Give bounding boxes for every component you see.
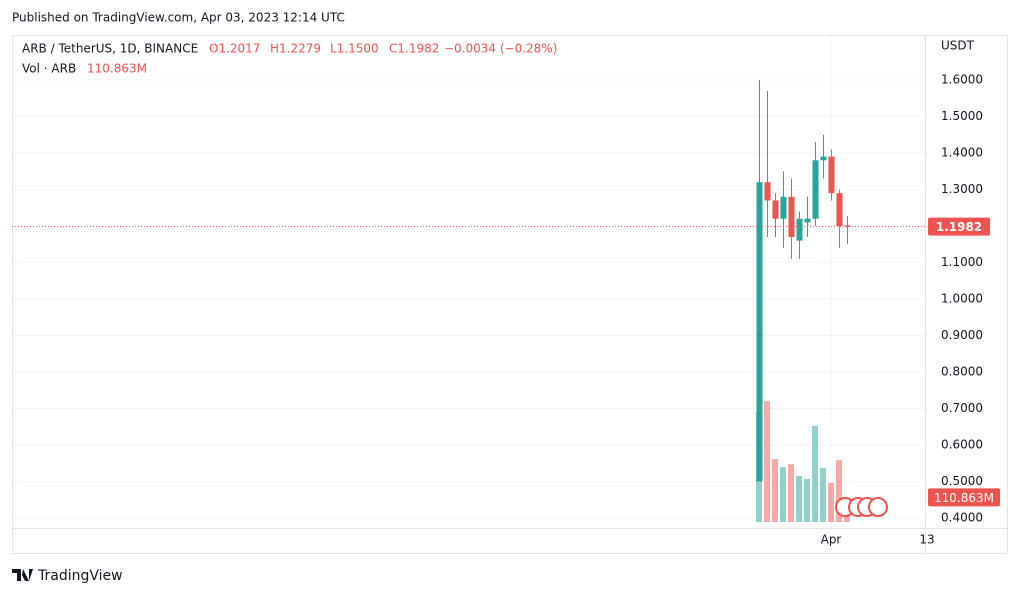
candle-body bbox=[780, 196, 787, 219]
volume-value: 110.863M bbox=[87, 62, 147, 76]
chart-frame bbox=[12, 35, 1008, 554]
volume-bar bbox=[772, 459, 778, 522]
candle-body bbox=[844, 225, 851, 227]
y-tick-label: 0.4000 bbox=[941, 511, 983, 525]
y-tick-label: 1.5000 bbox=[941, 109, 983, 123]
y-tick-label: 1.3000 bbox=[941, 182, 983, 196]
published: Published on TradingView.com, Apr 03, 20… bbox=[12, 11, 345, 25]
ohlc-open: O1.2017 bbox=[209, 42, 260, 56]
volume-bar bbox=[820, 467, 826, 522]
last-price-tag bbox=[928, 217, 990, 236]
volume-bar bbox=[804, 478, 810, 522]
change: −0.0034 (−0.28%) bbox=[444, 42, 557, 56]
volume-bar bbox=[796, 475, 802, 522]
candle-body bbox=[756, 182, 763, 482]
symbol: ARB / TetherUS, 1D, BINANCE bbox=[22, 42, 198, 56]
y-tick-label: 1.0000 bbox=[941, 292, 983, 306]
y-tick-label: 1.6000 bbox=[941, 73, 983, 87]
candle-body bbox=[764, 182, 771, 201]
price-axis: 0.4000 0.5000 0.6000 0.7000 0.8000 0.9000 1.00… bbox=[928, 73, 1000, 525]
candle-body bbox=[772, 200, 779, 219]
y-tick-label: 0.7000 bbox=[941, 401, 983, 415]
y-tick-label: 1.1000 bbox=[941, 255, 983, 269]
volume-bar bbox=[788, 464, 794, 522]
candles bbox=[756, 80, 851, 482]
grid bbox=[12, 36, 925, 528]
volume-bar bbox=[780, 467, 786, 522]
ohlc-close: C1.1982 bbox=[389, 42, 439, 56]
event-flags bbox=[835, 497, 888, 517]
last-volume-label: 110.863M bbox=[934, 491, 994, 505]
volume-bar bbox=[764, 401, 770, 522]
last-volume-tag bbox=[928, 488, 1000, 507]
legend: ARB / TetherUS, 1D, BINANCE O1.2017 H1.2… bbox=[22, 42, 557, 76]
ohlc-low: L1.1500 bbox=[330, 42, 379, 56]
y-tick-label: 0.8000 bbox=[941, 365, 983, 379]
y-tick-label: 0.6000 bbox=[941, 438, 983, 452]
candle-body bbox=[828, 156, 835, 194]
candle-body bbox=[836, 193, 843, 226]
volume-bar bbox=[812, 425, 818, 522]
logo: TradingView bbox=[12, 568, 123, 584]
footer: TradingView bbox=[37, 568, 123, 584]
candle-body bbox=[796, 218, 803, 241]
candle-body bbox=[788, 196, 795, 237]
candle-body bbox=[804, 218, 811, 223]
volume-name: Vol · ARB bbox=[22, 62, 76, 76]
x-tick-label: 13 bbox=[919, 533, 934, 547]
axis-unit: USDT bbox=[941, 39, 975, 53]
candle-body bbox=[812, 160, 819, 219]
last-price-label: 1.1982 bbox=[936, 220, 982, 234]
volume-bar bbox=[836, 460, 842, 522]
y-tick-label: 1.4000 bbox=[941, 146, 983, 160]
x-tick-label: Apr bbox=[821, 533, 842, 547]
y-tick-label: 0.5000 bbox=[941, 474, 983, 488]
volume-bar bbox=[828, 482, 834, 522]
ohlc-high: H1.2279 bbox=[270, 42, 321, 56]
plot bbox=[12, 36, 925, 528]
y-tick-label: 0.9000 bbox=[941, 328, 983, 342]
candle-body bbox=[820, 156, 827, 161]
